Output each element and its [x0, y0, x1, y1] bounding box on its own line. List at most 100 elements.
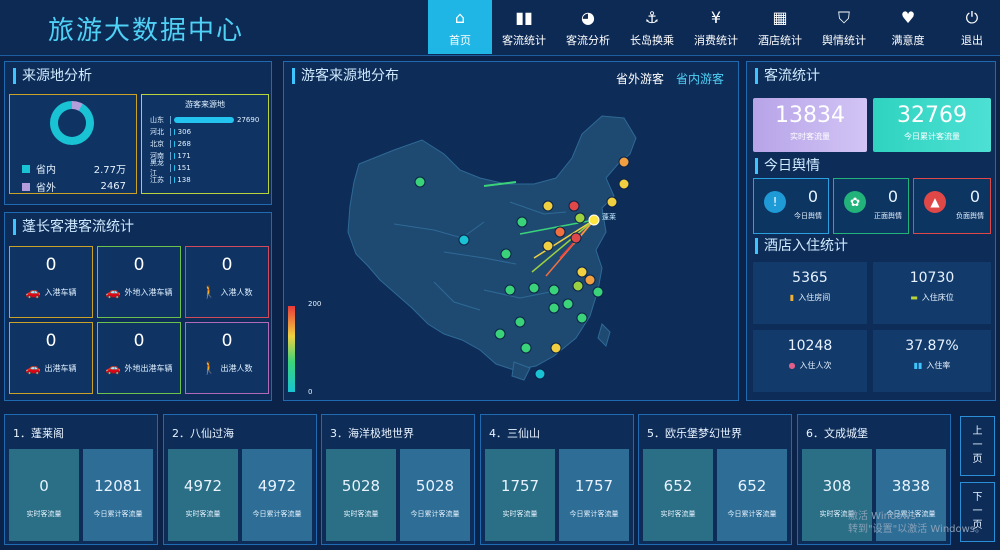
legend-label: 省外 [36, 183, 56, 194]
nav-label: 客流分析 [566, 33, 610, 47]
nav-logout[interactable]: ⏻ 退出 [940, 0, 1000, 54]
source-bar-row: 江苏 138 [150, 175, 191, 185]
today-flow-card: 32769 今日累计客流量 [873, 98, 991, 152]
panel-title: 蓬长客港客流统计 [13, 219, 134, 235]
map-marker [562, 298, 574, 310]
map-outline [347, 115, 637, 371]
source-bar-card: 游客来源地 山东 27690 河北 306 北京 268 河南 171 黑龙江 151 江苏 138 [141, 94, 269, 194]
nav-consumption[interactable]: ¥ 消费统计 [684, 0, 748, 54]
destination-marker [588, 214, 600, 226]
hotel-rooms: 5365 ▮ 入住房间 [753, 262, 867, 324]
scenic-today: 652 今日累计客流量 [717, 449, 787, 541]
person-icon: 🚶 [201, 285, 217, 299]
nav-opinion[interactable]: ⛉ 舆情统计 [812, 0, 876, 54]
map-marker [592, 286, 604, 298]
bar-category: 江苏 [150, 176, 164, 184]
scenic-card: 1．蓬莱阁 0 实时客流量 12081 今日累计客流量 [4, 414, 158, 545]
visitor-map-panel: 游客来源地分布 [283, 61, 739, 401]
panel-title: 游客来源地分布 [292, 68, 399, 84]
bar-category: 山东 [150, 116, 164, 124]
nav-hotel[interactable]: ▦ 酒店统计 [748, 0, 812, 54]
bar-axis [170, 164, 171, 172]
port-cell-in-outside-vehicles: 0 🚗 外地入港车辆 [97, 246, 181, 318]
source-donut-card: 省内 2.77万 省外 2467 [9, 94, 137, 194]
legend-value: 2.77万 [93, 165, 126, 176]
map-marker [576, 312, 588, 324]
scenic-realtime: 652 实时客流量 [643, 449, 713, 541]
scenic-label: 今日累计客流量 [886, 510, 936, 518]
legend-swatch [22, 182, 30, 191]
scenic-label: 实时客流量 [502, 510, 538, 518]
map-marker [548, 284, 560, 296]
nav-home[interactable]: ⌂ 首页 [428, 0, 492, 54]
right-stats-panel: 客流统计 13834 实时客流量 32769 今日累计客流量 今日舆情 ! 0 … [746, 61, 996, 401]
building-icon: ▦ [772, 7, 788, 27]
door-icon: ▮ [789, 293, 795, 302]
shield-icon: ⛉ [837, 7, 850, 27]
bar-category: 河南 [150, 152, 164, 160]
map-marker [584, 274, 596, 286]
scenic-value: 4972 [183, 477, 223, 495]
hotel-value: 5365 [792, 270, 828, 286]
map-marker [516, 216, 528, 228]
nav-flow-analysis[interactable]: ◕ 客流分析 [556, 0, 620, 54]
nav-label: 退出 [961, 33, 983, 47]
hotel-occupancy: 37.87% ▮▮ 入住率 [873, 330, 991, 392]
next-page-label: 下一页 [972, 492, 983, 531]
port-cell-in-vehicles: 0 🚗 入港车辆 [9, 246, 93, 318]
car-icon: 🚗 [105, 361, 121, 375]
china-map [288, 115, 637, 392]
nav-flow-stats[interactable]: ▮▮ 客流统计 [492, 0, 556, 54]
hotel-guests: 10248 ● 入住人次 [753, 330, 867, 392]
stat-value: 0 [221, 331, 233, 351]
kpi-value: 13834 [775, 103, 845, 128]
nav-label: 满意度 [891, 33, 925, 47]
map-marker [568, 200, 580, 212]
prev-page-button[interactable]: 上一页 [960, 416, 995, 476]
nav-label: 消费统计 [694, 33, 738, 47]
bar-axis [170, 116, 171, 124]
tab-outside-visitors[interactable]: 省外游客 [616, 72, 665, 86]
realtime-flow-card: 13834 实时客流量 [753, 98, 867, 152]
next-page-button[interactable]: 下一页 [960, 482, 995, 542]
map-marker [534, 368, 546, 380]
bar-axis [170, 152, 171, 160]
panel-title: 今日舆情 [755, 158, 820, 174]
legend-label: 省内 [36, 165, 56, 176]
port-cell-out-outside-vehicles: 0 🚗 外地出港车辆 [97, 322, 181, 394]
scenic-card: 2．八仙过海 4972 实时客流量 4972 今日累计客流量 [163, 414, 317, 545]
hotel-label: 入住房间 [798, 293, 831, 302]
taiwan-island [597, 323, 611, 347]
scenic-name: 2．八仙过海 [172, 427, 234, 440]
car-icon: 🚗 [25, 285, 41, 299]
message-icon: ! [764, 191, 786, 213]
scenic-realtime: 0 实时客流量 [9, 449, 79, 541]
bar-category: 河北 [150, 128, 164, 136]
map-marker [574, 212, 586, 224]
stat-label: 出港人数 [220, 363, 253, 373]
home-icon: ⌂ [454, 7, 466, 27]
bar-axis [170, 176, 171, 184]
nav-changdao-transfer[interactable]: ⚓ 长岛换乘 [620, 0, 684, 54]
scenic-label: 实时客流量 [660, 510, 696, 518]
car-icon: 🚗 [105, 285, 121, 299]
scenic-today: 1757 今日累计客流量 [559, 449, 629, 541]
scenic-today: 4972 今日累计客流量 [242, 449, 312, 541]
map-marker [606, 196, 618, 208]
opinion-value: 0 [807, 187, 818, 206]
scenic-label: 实时客流量 [185, 510, 221, 518]
map-marker [528, 282, 540, 294]
legend-value: 2467 [100, 181, 126, 192]
destination-label: 蓬莱 [602, 213, 616, 221]
tab-inside-visitors[interactable]: 省内游客 [676, 72, 725, 86]
port-cell-in-people: 0 🚶 入港人数 [185, 246, 269, 318]
kpi-label: 今日累计客流量 [904, 132, 960, 141]
watermark-line: 激活 Windows [848, 511, 916, 522]
mini-chart-title: 游客来源地 [185, 100, 225, 109]
flow-line [531, 219, 595, 273]
nav-satisfaction[interactable]: ♥ 满意度 [876, 0, 940, 54]
bed-icon: ▬ [910, 293, 918, 302]
scenic-value: 12081 [94, 477, 142, 495]
hotel-beds: 10730 ▬ 入住床位 [873, 262, 991, 324]
nav-label: 首页 [449, 33, 471, 47]
